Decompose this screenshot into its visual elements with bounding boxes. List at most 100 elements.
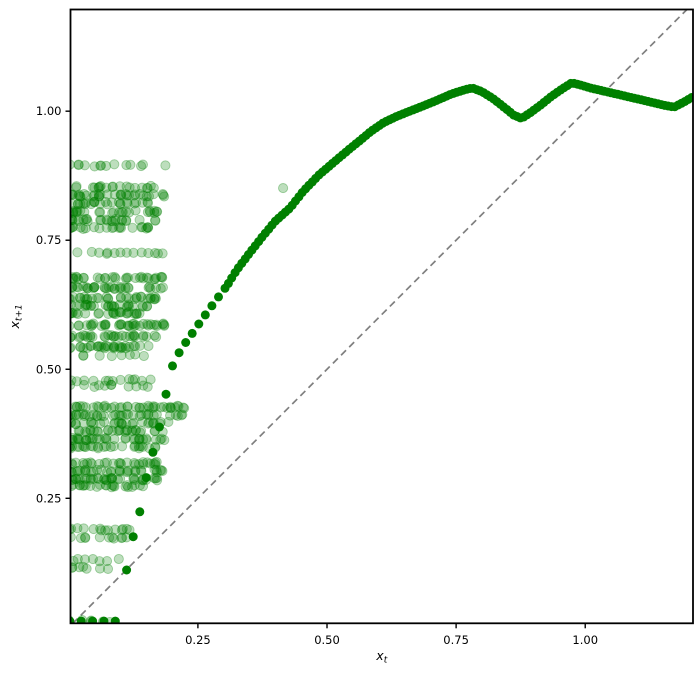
scatter-point	[88, 301, 99, 312]
scatter-point	[127, 318, 138, 330]
scatter-point	[78, 198, 89, 209]
scatter-point	[115, 410, 126, 421]
scatter-point	[106, 466, 117, 477]
scatter-point	[123, 293, 134, 304]
scatter-point	[72, 199, 83, 210]
scatter-point	[107, 376, 118, 387]
scatter-point	[82, 342, 93, 353]
scatter-point	[100, 340, 111, 351]
scatter-point	[113, 417, 124, 428]
scatter-point	[117, 532, 128, 543]
scatter-point	[109, 283, 120, 294]
scatter-point	[138, 457, 149, 468]
scatter-point	[157, 282, 168, 293]
scatter-point	[127, 374, 138, 385]
scatter-point	[82, 283, 93, 294]
scatter-point	[150, 282, 161, 293]
scatter-point	[102, 247, 113, 258]
scatter-point	[80, 402, 91, 413]
scatter-point	[107, 181, 118, 193]
scatter-point	[80, 464, 91, 475]
scatter-point	[101, 182, 112, 193]
scatter-point	[115, 189, 126, 200]
scatter-point	[108, 341, 119, 352]
scatter-point	[71, 272, 82, 283]
scatter-point	[95, 215, 107, 226]
scatter-point	[107, 480, 118, 491]
scatter-point	[70, 467, 77, 478]
scatter-point	[72, 206, 83, 217]
scatter-point	[130, 425, 141, 436]
scatter-point	[86, 246, 97, 257]
scatter-point	[87, 441, 99, 452]
scatter-point	[124, 374, 135, 385]
scatter-point	[85, 424, 96, 435]
scatter-point	[114, 424, 125, 436]
scatter-point	[134, 402, 145, 413]
scatter-point	[151, 456, 162, 468]
scatter-point	[99, 343, 110, 354]
scatter-point	[116, 350, 127, 361]
scatter-point	[99, 416, 110, 427]
curve-point	[141, 473, 151, 483]
scatter-point	[150, 293, 161, 304]
scatter-point	[74, 426, 85, 437]
scatter-point	[143, 282, 154, 293]
scatter-point	[134, 434, 145, 445]
scatter-point	[113, 197, 124, 208]
scatter-point	[169, 402, 180, 413]
scatter-point	[85, 440, 96, 452]
x-tick-label: 0.50	[314, 633, 340, 647]
scatter-point	[80, 223, 91, 234]
scatter-point	[85, 319, 96, 330]
scatter-point	[133, 441, 144, 452]
scatter-point	[75, 331, 86, 342]
scatter-point	[70, 555, 79, 567]
scatter-point	[82, 332, 93, 343]
scatter-point	[81, 434, 92, 445]
scatter-point	[70, 479, 79, 490]
scatter-point	[157, 319, 168, 330]
scatter-point	[110, 309, 121, 320]
scatter-point	[137, 159, 148, 170]
scatter-point	[80, 532, 91, 543]
scatter-point	[73, 433, 84, 445]
scatter-point	[103, 301, 114, 312]
scatter-point	[79, 160, 90, 171]
scatter-point	[81, 299, 92, 310]
scatter-point	[89, 196, 100, 207]
scatter-point	[145, 180, 156, 191]
scatter-point	[142, 457, 153, 468]
scatter-point	[92, 401, 103, 412]
scatter-point	[142, 381, 153, 392]
scatter-point	[172, 400, 183, 411]
scatter-point	[145, 293, 156, 304]
scatter-point	[178, 402, 189, 413]
scatter-point	[74, 189, 85, 200]
scatter-point	[103, 293, 114, 304]
scatter-point	[99, 400, 110, 411]
scatter-point	[70, 282, 77, 293]
scatter-point	[120, 481, 131, 492]
scatter-point	[137, 481, 149, 492]
scatter-point	[122, 190, 133, 201]
scatter-point	[96, 525, 107, 536]
scatter-point	[130, 440, 141, 452]
scatter-point	[70, 410, 76, 421]
y-axis-label: xt+1	[7, 304, 25, 329]
curve-point	[181, 338, 191, 347]
scatter-point	[129, 374, 140, 385]
scatter-point	[117, 215, 128, 226]
scatter-point	[176, 410, 187, 421]
scatter-point	[70, 474, 78, 485]
scatter-point	[129, 182, 141, 193]
scatter-point	[89, 161, 100, 172]
scatter-point	[102, 199, 113, 210]
scatter-point	[71, 402, 82, 413]
scatter-point	[173, 401, 184, 412]
scatter-point	[84, 433, 96, 444]
scatter-point	[144, 402, 155, 413]
scatter-point	[142, 222, 153, 233]
scatter-point	[70, 307, 78, 318]
scatter-point	[71, 401, 83, 412]
